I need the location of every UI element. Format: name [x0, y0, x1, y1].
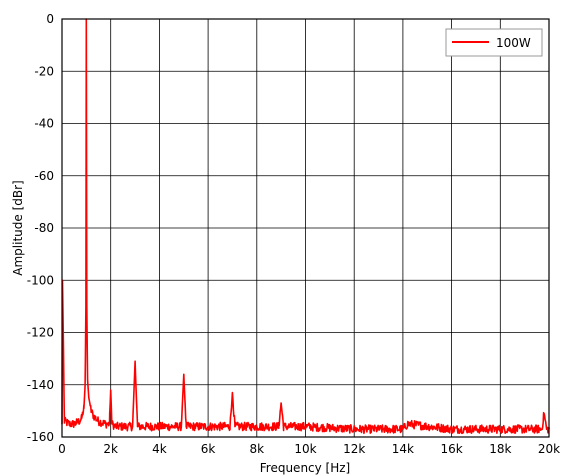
x-tick-label: 18k	[489, 442, 511, 456]
legend-label-100w: 100W	[496, 36, 531, 50]
x-tick-label: 6k	[201, 442, 216, 456]
x-tick-label: 16k	[440, 442, 462, 456]
grid	[62, 19, 549, 437]
x-tick-label: 20k	[538, 442, 560, 456]
y-tick-label: 0	[46, 12, 54, 26]
y-tick-label: -80	[34, 221, 54, 235]
series-line-100w	[61, 18, 550, 435]
x-tick-label: 8k	[250, 442, 265, 456]
y-tick-label: -100	[27, 273, 54, 287]
y-tick-label: -160	[27, 430, 54, 444]
y-axis-title: Amplitude [dBr]	[11, 180, 25, 275]
legend: 100W	[445, 28, 543, 57]
y-tick-label: -120	[27, 326, 54, 340]
x-tick-label: 0	[58, 442, 66, 456]
x-tick-label: 12k	[343, 442, 365, 456]
x-axis-title: Frequency [Hz]	[260, 461, 351, 475]
y-tick-labels: 0 -20 -40 -60 -80 -100 -120 -140 -160	[27, 12, 54, 444]
x-tick-label: 2k	[103, 442, 118, 456]
x-tick-label: 14k	[392, 442, 414, 456]
x-tick-label: 4k	[152, 442, 167, 456]
y-tick-label: -60	[34, 169, 54, 183]
x-tick-labels: 0 2k 4k 6k 8k 10k 12k 14k 16k 18k 20k	[58, 442, 560, 456]
plot-frame	[61, 18, 550, 438]
y-tick-label: -140	[27, 378, 54, 392]
y-tick-label: -40	[34, 117, 54, 131]
series-group	[61, 18, 550, 435]
y-tick-label: -20	[34, 64, 54, 78]
x-tick-label: 10k	[294, 442, 316, 456]
